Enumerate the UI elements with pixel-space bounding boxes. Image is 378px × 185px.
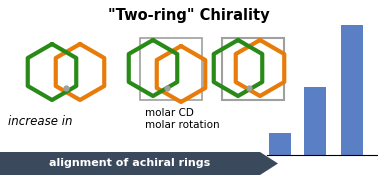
Bar (341, 25, 363, 155)
Polygon shape (260, 152, 278, 175)
Text: increase in: increase in (8, 115, 73, 128)
Bar (304, 87, 326, 155)
Bar (140, 38, 202, 100)
Bar (0, 152, 260, 175)
Bar (222, 38, 284, 100)
Text: alignment of achiral rings: alignment of achiral rings (50, 159, 211, 169)
Text: molar rotation: molar rotation (145, 120, 220, 130)
Bar (269, 133, 291, 155)
Text: "Two-ring" Chirality: "Two-ring" Chirality (108, 8, 270, 23)
Text: molar CD: molar CD (145, 108, 194, 118)
